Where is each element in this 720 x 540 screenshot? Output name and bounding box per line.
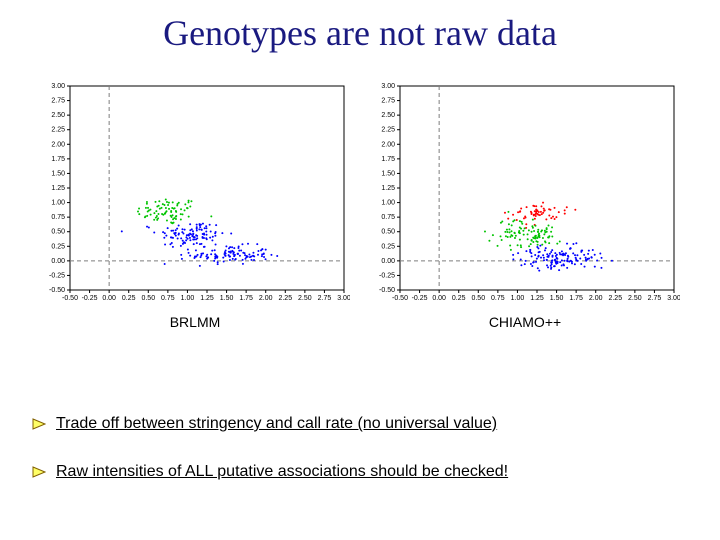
svg-text:2.50: 2.50	[628, 295, 642, 302]
svg-text:2.00: 2.00	[589, 295, 603, 302]
triangle-bullet-icon	[32, 466, 46, 478]
svg-text:0.00: 0.00	[102, 295, 116, 302]
svg-text:2.50: 2.50	[381, 112, 395, 119]
svg-text:0.00: 0.00	[381, 258, 395, 265]
triangle-bullet-icon	[32, 418, 46, 430]
svg-text:0.50: 0.50	[51, 229, 65, 236]
chart-right-label: CHIAMO++	[370, 314, 680, 330]
svg-text:2.75: 2.75	[318, 295, 332, 302]
svg-text:1.25: 1.25	[381, 185, 395, 192]
svg-text:1.50: 1.50	[51, 170, 65, 177]
svg-text:2.00: 2.00	[381, 141, 395, 148]
svg-text:1.25: 1.25	[200, 295, 214, 302]
svg-text:2.25: 2.25	[381, 127, 395, 134]
svg-text:2.25: 2.25	[608, 295, 622, 302]
bullet-text: Trade off between stringency and call ra…	[56, 415, 497, 433]
svg-text:0.25: 0.25	[452, 295, 466, 302]
slide-title: Genotypes are not raw data	[0, 12, 720, 54]
svg-text:0.00: 0.00	[432, 295, 446, 302]
svg-text:1.00: 1.00	[181, 295, 195, 302]
svg-text:1.75: 1.75	[381, 156, 395, 163]
charts-row: -0.50 -0.25 0.00 0.25 0.50 0.75 1.00 1.25 1.50 1.…	[40, 80, 680, 340]
chart-right-svg: -0.50 -0.25 0.00 0.25 0.50 0.75 1.00 1.25 1.50 1.…	[370, 80, 680, 310]
svg-text:1.50: 1.50	[550, 295, 564, 302]
bullet-item: Trade off between stringency and call ra…	[32, 415, 688, 433]
svg-text:-0.50: -0.50	[49, 287, 65, 294]
svg-text:3.00: 3.00	[667, 295, 680, 302]
svg-text:0.00: 0.00	[51, 258, 65, 265]
svg-text:0.50: 0.50	[141, 295, 155, 302]
svg-text:1.75: 1.75	[51, 156, 65, 163]
svg-text:0.25: 0.25	[381, 243, 395, 250]
svg-text:-0.25: -0.25	[49, 272, 65, 279]
svg-text:1.00: 1.00	[511, 295, 525, 302]
svg-text:2.75: 2.75	[648, 295, 662, 302]
svg-text:1.00: 1.00	[381, 200, 395, 207]
chart-left-label: BRLMM	[40, 314, 350, 330]
svg-text:3.00: 3.00	[51, 83, 65, 90]
bullet-item: Raw intensities of ALL putative associat…	[32, 463, 688, 481]
svg-text:2.75: 2.75	[51, 98, 65, 105]
svg-text:0.75: 0.75	[491, 295, 505, 302]
svg-text:1.50: 1.50	[220, 295, 234, 302]
svg-text:1.75: 1.75	[569, 295, 583, 302]
svg-text:-0.25: -0.25	[379, 272, 395, 279]
svg-text:0.75: 0.75	[381, 214, 395, 221]
svg-text:1.00: 1.00	[51, 200, 65, 207]
svg-text:1.25: 1.25	[51, 185, 65, 192]
svg-text:-0.50: -0.50	[392, 295, 408, 302]
svg-text:0.75: 0.75	[51, 214, 65, 221]
svg-text:-0.25: -0.25	[82, 295, 98, 302]
svg-text:0.75: 0.75	[161, 295, 175, 302]
svg-text:2.00: 2.00	[51, 141, 65, 148]
svg-text:2.00: 2.00	[259, 295, 273, 302]
svg-text:2.50: 2.50	[51, 112, 65, 119]
svg-text:-0.50: -0.50	[379, 287, 395, 294]
svg-text:0.25: 0.25	[122, 295, 136, 302]
svg-text:3.00: 3.00	[337, 295, 350, 302]
svg-text:1.75: 1.75	[239, 295, 253, 302]
svg-text:-0.25: -0.25	[412, 295, 428, 302]
chart-left: -0.50 -0.25 0.00 0.25 0.50 0.75 1.00 1.25 1.50 1.…	[40, 80, 350, 340]
chart-left-svg: -0.50 -0.25 0.00 0.25 0.50 0.75 1.00 1.25 1.50 1.…	[40, 80, 350, 310]
svg-text:1.50: 1.50	[381, 170, 395, 177]
svg-text:1.25: 1.25	[530, 295, 544, 302]
svg-text:3.00: 3.00	[381, 83, 395, 90]
svg-text:0.25: 0.25	[51, 243, 65, 250]
svg-text:2.50: 2.50	[298, 295, 312, 302]
svg-text:2.25: 2.25	[51, 127, 65, 134]
svg-text:2.25: 2.25	[278, 295, 292, 302]
svg-text:-0.50: -0.50	[62, 295, 78, 302]
svg-text:0.50: 0.50	[381, 229, 395, 236]
bullet-text: Raw intensities of ALL putative associat…	[56, 463, 508, 481]
svg-text:0.50: 0.50	[471, 295, 485, 302]
chart-right: -0.50 -0.25 0.00 0.25 0.50 0.75 1.00 1.25 1.50 1.…	[370, 80, 680, 340]
svg-text:2.75: 2.75	[381, 98, 395, 105]
bullet-list: Trade off between stringency and call ra…	[32, 415, 688, 511]
